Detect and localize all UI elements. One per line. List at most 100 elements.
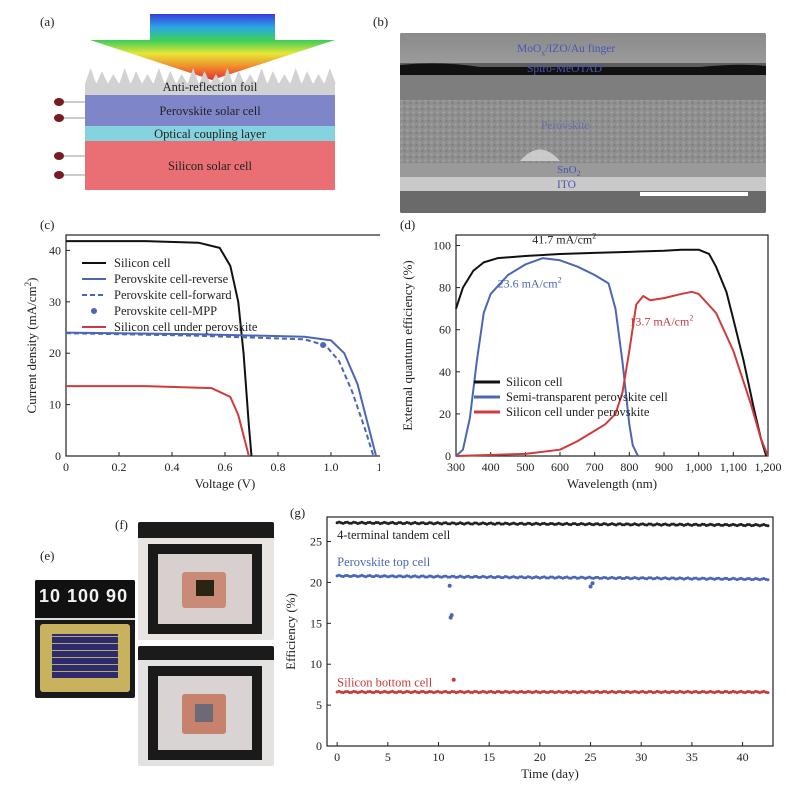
panel-label-g: (g) — [290, 505, 306, 520]
legend-label: Silicon cell under perovskite — [114, 320, 258, 334]
scatter-point — [571, 690, 575, 694]
x-tick-label: 1,100 — [720, 460, 747, 474]
y-tick-label: 0 — [55, 449, 61, 463]
x-axis-label: Wavelength (nm) — [567, 476, 657, 491]
x-tick-label: 40 — [737, 750, 749, 764]
layer-label-coupling: Optical coupling layer — [154, 127, 267, 141]
panel-label-f: (f) — [115, 517, 128, 532]
mpp-point — [320, 341, 327, 348]
y-tick-label: 0 — [445, 449, 451, 463]
electrode-wires — [60, 101, 85, 176]
y-tick-label: 5 — [316, 698, 322, 712]
x-tick-label: 35 — [686, 750, 698, 764]
sem-label-ito: ITO — [557, 179, 576, 191]
light-beam-arrow — [90, 14, 335, 80]
y-tick-label: 25 — [310, 535, 322, 549]
y-axis-label: Current density (mA/cm2) — [23, 278, 39, 414]
x-tick-label: 300 — [447, 460, 465, 474]
series-label: Perovskite top cell — [337, 555, 431, 569]
legend-label: Perovskite cell-forward — [114, 288, 232, 302]
y-tick-label: 10 — [49, 398, 61, 412]
electrode-terminals — [54, 98, 64, 179]
y-tick-label: 15 — [310, 616, 322, 630]
chart-eqe-spectra: 300 400 500 600 700 800 900 1,000 1,100 1,200 0 20 4… — [400, 231, 782, 491]
x-tick-label: 500 — [516, 460, 534, 474]
sem-label-top: MoOx/IZO/Au finger — [517, 43, 616, 58]
panel-label-e: (e) — [40, 548, 55, 563]
x-tick-label: 0.4 — [165, 460, 180, 474]
x-tick-label: 10 — [433, 750, 445, 764]
active-cell-area — [52, 634, 118, 678]
scatter-point — [745, 523, 749, 527]
legend-marker — [91, 308, 97, 314]
annotation-sup: 2 — [592, 231, 596, 240]
x-tick-label: 1.2 — [377, 460, 381, 474]
perovskite-layer — [85, 95, 335, 126]
scatter-outlier — [449, 613, 454, 618]
series-line-2 — [455, 290, 769, 457]
y-tick-label: 10 — [310, 657, 322, 671]
anti-reflection-foil-layer — [85, 83, 335, 95]
legend-label: Silicon cell — [114, 256, 171, 270]
x-tick-label: 30 — [635, 750, 647, 764]
y-tick-label: 20 — [439, 407, 451, 421]
scatter-outlier — [588, 584, 593, 589]
scatter-point — [766, 524, 770, 528]
x-tick-label: 700 — [586, 460, 604, 474]
coupling-layer — [85, 126, 335, 141]
series-label: 4-terminal tandem cell — [337, 528, 451, 542]
legend-label: Perovskite cell-reverse — [114, 272, 229, 286]
anti-reflection-foil-texture — [85, 68, 336, 84]
y-axis-label: External quantum efficiency (%) — [400, 260, 415, 431]
panel-label-a: (a) — [40, 14, 55, 29]
y-tick-label: 30 — [49, 295, 61, 309]
x-tick-label: 0.6 — [218, 460, 233, 474]
series-line-0 — [66, 240, 253, 457]
annotation-sup: 2 — [558, 276, 562, 285]
layer-label-foil: Anti-reflection foil — [163, 80, 258, 94]
x-tick-label: 0.8 — [271, 460, 286, 474]
x-tick-label: 25 — [585, 750, 597, 764]
panel-label-b: (b) — [373, 14, 389, 29]
scatter-series-0 — [335, 520, 770, 528]
series-line-4 — [66, 385, 250, 457]
x-tick-label: 800 — [620, 460, 638, 474]
sem-label-sno2: SnO2 — [557, 164, 581, 179]
y-tick-label: 0 — [316, 739, 322, 753]
plot-frame — [455, 234, 769, 457]
device-photo-f-top — [138, 522, 274, 640]
scatter-series-2 — [335, 677, 770, 695]
layer-label-perovskite: Perovskite solar cell — [159, 104, 261, 118]
y-axis-label-end: ) — [24, 278, 39, 282]
y-tick-label: 20 — [310, 575, 322, 589]
y-tick-label: 20 — [49, 346, 61, 360]
data-annotation: 41.7 mA/cm2 — [532, 231, 596, 246]
ruler-strip: 10 100 90 — [35, 580, 135, 620]
scatter-point — [745, 577, 749, 581]
y-tick-label: 40 — [439, 365, 451, 379]
legend-label: Semi-transparent perovskite cell — [506, 390, 668, 404]
series-line-1 — [455, 257, 639, 457]
substrate-gold — [40, 624, 130, 692]
ruler-text: 10 100 90 — [39, 586, 129, 606]
y-tick-label: 100 — [433, 239, 451, 253]
series-label: Silicon bottom cell — [337, 675, 433, 689]
y-axis-label: Efficiency (%) — [283, 593, 298, 670]
silicon-layer — [85, 141, 335, 190]
series-line-2 — [65, 332, 375, 457]
y-tick-label: 40 — [49, 243, 61, 257]
scatter-outlier — [447, 583, 452, 588]
scatter-point — [766, 578, 770, 582]
x-tick-label: 900 — [655, 460, 673, 474]
legend-label: Silicon cell under perovskite — [506, 405, 650, 419]
series-line-1 — [65, 331, 378, 457]
x-tick-label: 600 — [551, 460, 569, 474]
annotation-sup: 2 — [689, 314, 693, 323]
y-axis-label-sup: 2 — [23, 282, 33, 287]
x-tick-label: 5 — [385, 750, 391, 764]
sem-label-perovskite: Perovskite — [541, 120, 590, 132]
scatter-series-1 — [335, 573, 770, 620]
series-line-0 — [455, 248, 768, 457]
data-annotation: 23.6 mA/cm2 — [498, 276, 562, 291]
layer-label-silicon: Silicon solar cell — [168, 159, 253, 173]
